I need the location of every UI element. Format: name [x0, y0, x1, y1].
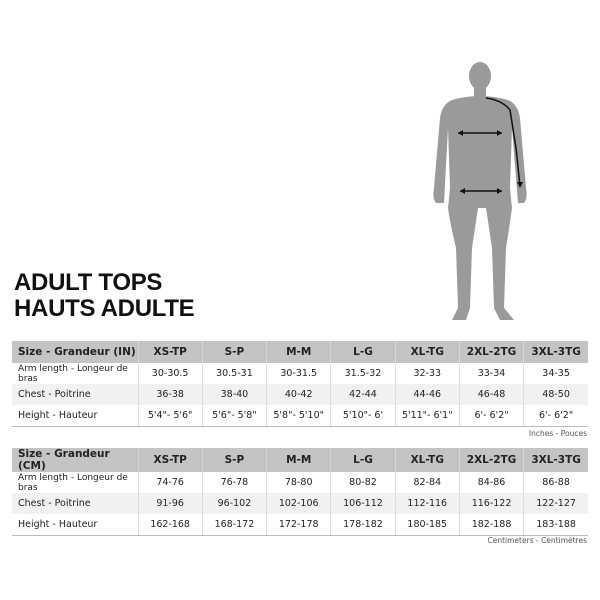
size-column-header: S-P	[202, 341, 268, 363]
body-silhouette-icon	[433, 62, 527, 320]
table-cell: 34-35	[542, 368, 570, 379]
table-cell: 5'11"- 6'1"	[395, 405, 460, 427]
table-cell: 42-44	[330, 384, 396, 405]
table-cell: 172-178	[266, 514, 332, 536]
table-cell: 48-50	[523, 384, 588, 405]
row-label: Height - Hauteur	[12, 514, 139, 536]
table-cell: 33-34	[459, 363, 525, 384]
table-cell: 84-86	[459, 472, 525, 493]
size-column-header: S-P	[202, 448, 268, 472]
table-cell: 122-127	[523, 493, 588, 514]
table-cell: 5'10"- 6'	[330, 405, 396, 427]
table-row: Arm length - Longeur de bras 74-76 76-78 78…	[12, 472, 588, 493]
size-column-header: L-G	[330, 341, 396, 363]
size-label-header: Size - Grandeur (CM)	[12, 448, 139, 472]
table-cell: 5'6"- 5'8"	[202, 405, 268, 427]
table-cell: 82-84	[395, 472, 460, 493]
row-label: Chest - Poitrine	[12, 384, 139, 405]
table-cell: 168-172	[202, 514, 268, 536]
title-english: ADULT TOPS	[14, 269, 163, 296]
table-row: Height - Hauteur 162-168 168-172 172-178 178…	[12, 514, 588, 536]
table-cell: 74-76	[138, 472, 203, 493]
table-row: Height - Hauteur 5'4"- 5'6" 5'6"- 5'8" 5'8"…	[12, 405, 588, 427]
table-cell: 86-88	[542, 477, 570, 488]
table-cell: 44-46	[395, 384, 460, 405]
size-column-header: XL-TG	[395, 448, 460, 472]
table-cell: 38-40	[202, 384, 268, 405]
table-header-row: Size - Grandeur (IN) XS-TP S-P M-M L-G XL-TG 2…	[12, 341, 588, 363]
table-cell: 96-102	[202, 493, 268, 514]
table-cell: 6'- 6'2"	[523, 405, 588, 427]
table-cell: 178-182	[330, 514, 396, 536]
table-cell: 106-112	[330, 493, 396, 514]
table-row: Chest - Poitrine 36-38 38-40 40-42 42-44 44-4…	[12, 384, 588, 405]
table-cell: 30.5-31	[202, 363, 268, 384]
size-column-header: XL-TG	[395, 341, 460, 363]
row-label: Arm length - Longeur de bras	[12, 363, 139, 384]
size-column-header: L-G	[330, 448, 396, 472]
size-column-header: M-M	[266, 448, 332, 472]
table-cell: 102-106	[266, 493, 332, 514]
table-cell: 36-38	[138, 384, 203, 405]
table-cell: 32-33	[395, 363, 460, 384]
table-cell: 78-80	[266, 472, 332, 493]
table-header-row: Size - Grandeur (CM) XS-TP S-P M-M L-G XL-TG 2…	[12, 448, 588, 472]
table-row: Arm length - Longeur de bras 30-30.5 30.5-…	[12, 363, 588, 384]
table-cell: 116-122	[459, 493, 525, 514]
table-cell: 112-116	[395, 493, 460, 514]
row-label: Height - Hauteur	[12, 405, 139, 427]
table-cell: 5'4"- 5'6"	[138, 405, 203, 427]
row-label: Arm length - Longeur de bras	[12, 472, 139, 493]
table-cell: 5'8"- 5'10"	[266, 405, 332, 427]
size-column-header: XS-TP	[138, 448, 203, 472]
inches-unit-note: Inches - Pouces	[528, 429, 587, 438]
cm-size-table: Size - Grandeur (CM) XS-TP S-P M-M L-G XL-TG 2…	[12, 448, 588, 536]
table-cell: 80-82	[330, 472, 396, 493]
title-french: HAUTS ADULTE	[14, 295, 195, 322]
table-cell: 40-42	[266, 384, 332, 405]
size-column-header: 3XL-3TG	[523, 448, 588, 472]
size-label-header: Size - Grandeur (IN)	[12, 341, 139, 363]
size-column-header: 3XL-3TG	[523, 341, 588, 363]
table-cell: 162-168	[138, 514, 203, 536]
table-cell: 180-185	[395, 514, 460, 536]
table-cell: 46-48	[459, 384, 525, 405]
cm-unit-note: Centimeters - Centimètres	[487, 536, 588, 545]
table-cell: 183-188	[523, 514, 588, 536]
table-cell: 31.5-32	[330, 363, 396, 384]
inches-size-table: Size - Grandeur (IN) XS-TP S-P M-M L-G XL-TG 2…	[12, 341, 588, 427]
table-cell: 91-96	[138, 493, 203, 514]
table-cell: 6'- 6'2"	[459, 405, 525, 427]
table-cell: 30-31.5	[266, 363, 332, 384]
table-cell: 76-78	[202, 472, 268, 493]
table-cell: 30-30.5	[138, 363, 203, 384]
page-title: ADULT TOPS HAUTS ADULTE	[14, 269, 195, 322]
size-column-header: XS-TP	[138, 341, 203, 363]
row-label: Chest - Poitrine	[12, 493, 139, 514]
table-cell: 182-188	[459, 514, 525, 536]
size-column-header: M-M	[266, 341, 332, 363]
table-row: Chest - Poitrine 91-96 96-102 102-106 106-11…	[12, 493, 588, 514]
size-column-header: 2XL-2TG	[459, 448, 525, 472]
size-column-header: 2XL-2TG	[459, 341, 525, 363]
